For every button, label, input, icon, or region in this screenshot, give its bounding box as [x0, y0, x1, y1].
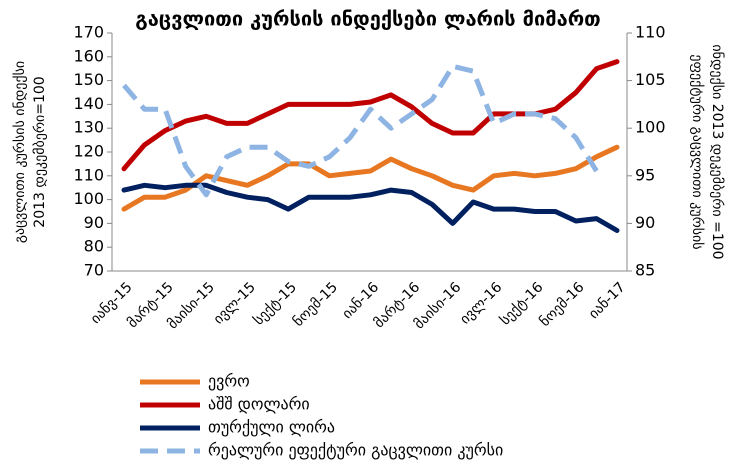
series-line: [122, 63, 599, 198]
y-axis-label: გაცვლითი კურსის ინდექსი: [11, 61, 28, 243]
x-tick-label: ივლ-16: [457, 279, 505, 327]
y2-tick-label: 105: [635, 70, 666, 89]
y-tick-label: 80: [84, 237, 104, 256]
x-tick-label: ნოემ-16: [537, 279, 588, 330]
y-tick-label: 100: [73, 189, 104, 208]
y-tick-label: 160: [73, 46, 104, 65]
y2-tick-label: 90: [635, 213, 655, 232]
y-tick-label: 120: [73, 142, 104, 161]
x-tick-label: ივლ-15: [211, 279, 259, 327]
series-line: [121, 182, 620, 233]
y-tick-label: 150: [73, 70, 104, 89]
y-tick-label: 140: [73, 94, 104, 113]
y-tick-label: 130: [73, 118, 104, 137]
y2-tick-label: 85: [635, 261, 655, 280]
y2-tick-label: 110: [635, 23, 666, 42]
chart-title: გაცვლითი კურსის ინდექსები ლარის მიმართ: [135, 7, 600, 31]
y-tick-label: 90: [84, 213, 104, 232]
legend-label: ევრო: [208, 372, 250, 391]
y-tick-label: 110: [73, 165, 104, 184]
x-tick-label: იან-17: [586, 279, 629, 322]
legend-label: რეალური ეფექტური გაცვლითი კურსი: [208, 441, 503, 460]
series-line: [121, 144, 620, 212]
y-axis-label: 2013 დეკემბერი=100: [31, 76, 48, 227]
y2-axis-label: ინდექსი 2013 დეკემბერი =100: [709, 44, 726, 259]
y-tick-label: 70: [84, 261, 104, 280]
y-tick-label: 170: [73, 23, 104, 42]
legend-label: აშშ დოლარი: [208, 395, 310, 414]
x-tick-label: ნოემ-15: [290, 279, 341, 330]
y2-tick-label: 100: [635, 118, 666, 137]
series-line: [121, 59, 620, 172]
y2-axis-label: ეფექტური გაცვლითი კურსის: [689, 54, 706, 249]
legend-label: თურქული ლირა: [208, 418, 335, 437]
y2-tick-label: 95: [635, 165, 655, 184]
